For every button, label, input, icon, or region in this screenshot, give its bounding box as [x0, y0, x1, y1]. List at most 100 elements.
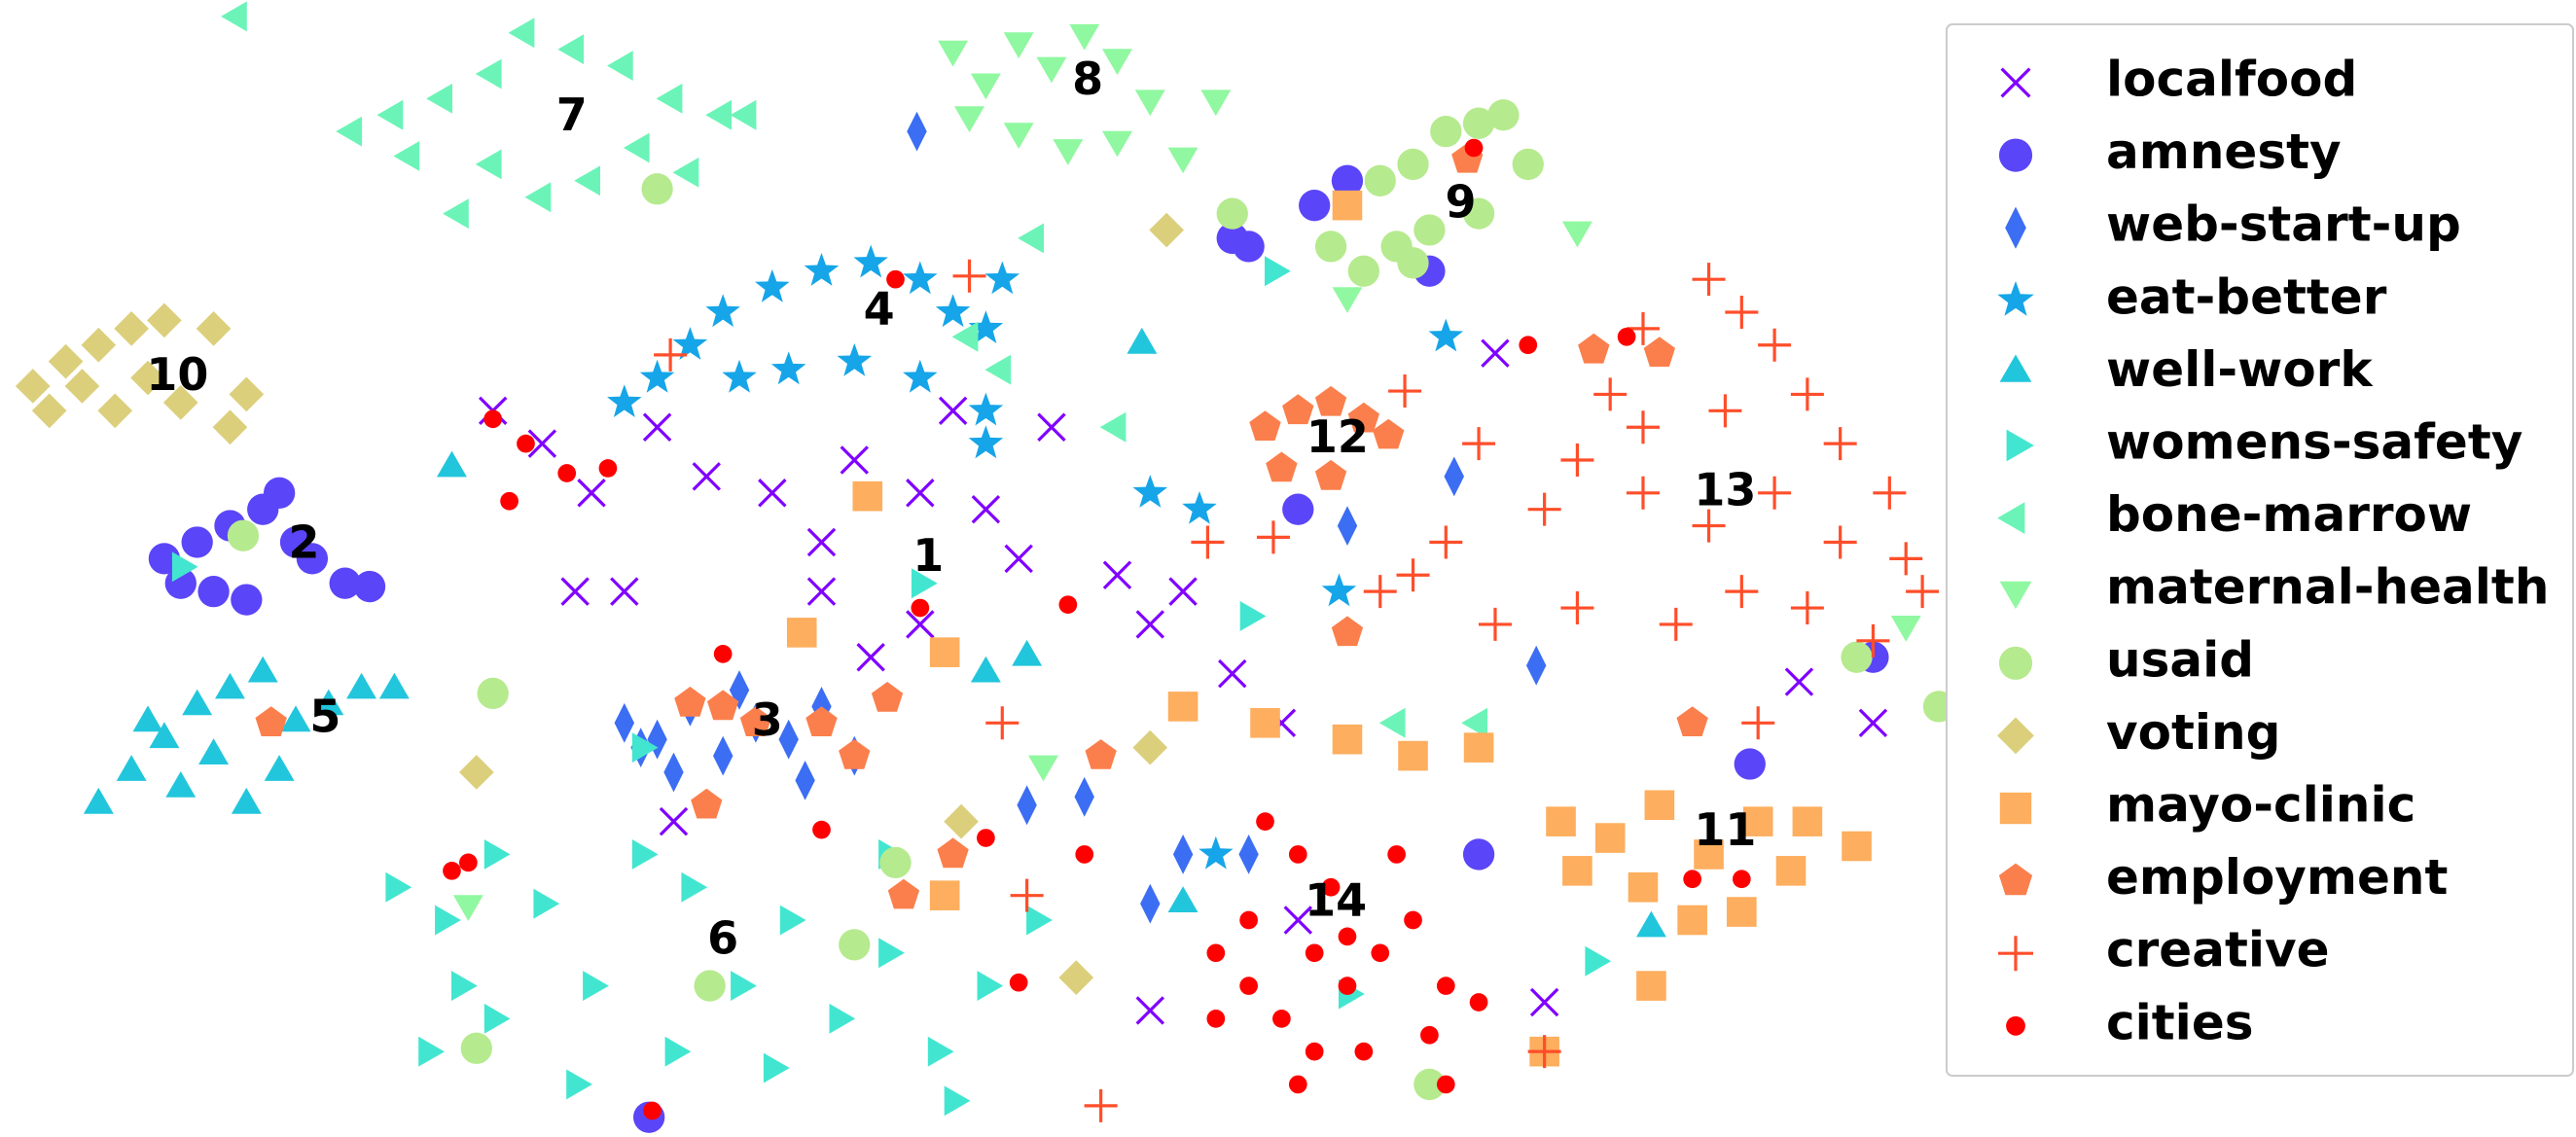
point [839, 929, 871, 961]
point [887, 878, 920, 909]
point [1841, 641, 1873, 673]
point [385, 871, 412, 903]
legend-marker [1999, 792, 2032, 825]
point [147, 302, 182, 338]
point [1890, 616, 1921, 642]
point [1462, 427, 1496, 461]
point [171, 551, 198, 583]
cluster-label: 4 [864, 282, 895, 335]
legend-marker [2006, 1015, 2025, 1036]
point [1337, 506, 1358, 546]
point [212, 409, 248, 445]
point [1314, 385, 1347, 416]
legend-marker [1998, 936, 2033, 972]
point [1585, 945, 1612, 977]
point [48, 343, 84, 379]
point [1053, 139, 1084, 165]
point [951, 321, 979, 352]
point [937, 837, 969, 869]
point [985, 706, 1020, 740]
point [713, 735, 733, 776]
point [132, 705, 163, 732]
point [1347, 402, 1379, 433]
point [1069, 23, 1100, 51]
point [1256, 520, 1290, 554]
point [1823, 427, 1857, 461]
point [426, 83, 452, 114]
point [1102, 560, 1132, 589]
legend-marker [1998, 863, 2033, 896]
point [1378, 707, 1406, 738]
point [968, 310, 1004, 343]
point [313, 689, 344, 716]
point [672, 327, 708, 360]
point [1314, 459, 1347, 490]
point [1562, 856, 1592, 886]
point [1725, 295, 1759, 329]
point [1140, 883, 1161, 924]
point [1199, 835, 1234, 870]
point [839, 739, 871, 769]
legend-marker [2000, 67, 2031, 98]
point [837, 342, 873, 376]
point [263, 477, 296, 509]
point [1906, 575, 1940, 609]
point [517, 434, 535, 453]
point [81, 327, 117, 363]
legend-label: usaid [2106, 631, 2254, 688]
point [647, 719, 667, 760]
point [804, 253, 840, 286]
point [1249, 410, 1281, 441]
point [231, 787, 262, 814]
point [1790, 377, 1824, 411]
point [1676, 706, 1708, 736]
point [130, 360, 165, 396]
cluster-label: 12 [1306, 410, 1369, 463]
point [197, 576, 230, 608]
point [694, 970, 726, 1002]
point [1134, 89, 1165, 117]
point [1135, 610, 1165, 639]
point [614, 702, 634, 743]
point [1727, 897, 1757, 927]
point [610, 577, 639, 606]
point [1305, 943, 1324, 963]
point [1200, 89, 1232, 117]
point [483, 409, 503, 429]
point [1003, 123, 1034, 149]
point [935, 294, 971, 328]
point [460, 1032, 492, 1064]
point [1692, 263, 1726, 297]
point [1127, 327, 1158, 354]
point [1288, 845, 1307, 864]
point [1218, 658, 1247, 689]
point [475, 149, 502, 180]
cluster-label: 3 [752, 693, 783, 746]
point [1758, 328, 1792, 362]
point [639, 359, 675, 393]
point [722, 359, 757, 393]
legend-label: bone-marrow [2106, 486, 2472, 543]
point [871, 682, 904, 712]
point [1732, 870, 1751, 889]
point [1462, 838, 1495, 871]
point [437, 450, 467, 478]
point [418, 1036, 445, 1067]
point [829, 1003, 856, 1034]
point [1873, 476, 1907, 510]
point [1420, 1025, 1439, 1045]
point [1354, 1042, 1374, 1061]
point [1527, 1035, 1561, 1069]
point [1481, 338, 1510, 368]
point [806, 577, 837, 606]
point [1560, 591, 1594, 625]
point [1527, 492, 1561, 526]
point [1058, 960, 1094, 995]
point [1331, 164, 1364, 196]
point [1659, 607, 1693, 641]
point [770, 351, 806, 385]
point [971, 494, 1001, 524]
point [692, 462, 721, 491]
point [1332, 287, 1363, 313]
cluster-label: 9 [1445, 176, 1476, 229]
